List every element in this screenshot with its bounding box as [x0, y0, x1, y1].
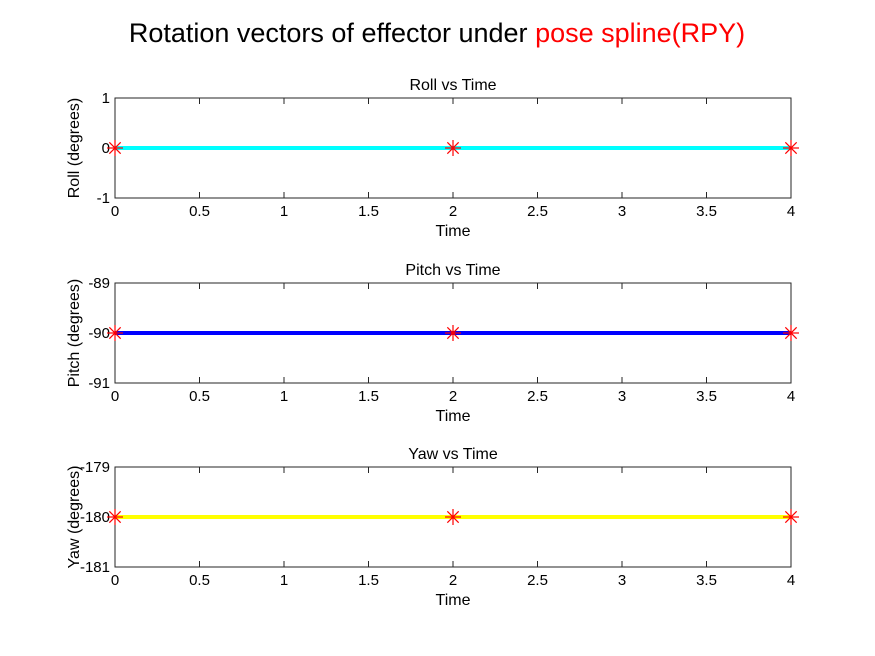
roll-xtick-label: 3.5 [696, 203, 717, 220]
roll-marker-stroke [446, 141, 460, 155]
pitch-xtick-label: 4 [787, 388, 795, 405]
yaw-marker-stroke [108, 510, 122, 524]
pitch-ylabel: Pitch (degrees) [66, 279, 83, 388]
pitch-marker [107, 325, 123, 341]
roll-xtick-label: 2.5 [527, 203, 548, 220]
yaw-marker-stroke [446, 510, 460, 524]
roll-ytick-label: 1 [102, 90, 110, 107]
pitch-marker [783, 325, 799, 341]
yaw-xtick-label: 1.5 [358, 572, 379, 589]
yaw-xtick-label: 3.5 [696, 572, 717, 589]
figure-title-highlight: pose spline(RPY) [535, 18, 745, 48]
pitch-title: Pitch vs Time [405, 262, 500, 279]
roll-ylabel: Roll (degrees) [66, 98, 83, 198]
pitch-ytick-label: -90 [88, 325, 110, 342]
pitch-xtick-label: 3.5 [696, 388, 717, 405]
pitch-xtick-label: 3 [618, 388, 626, 405]
pitch-xtick-label: 2.5 [527, 388, 548, 405]
roll-marker [107, 140, 123, 156]
roll-xtick-label: 0 [111, 203, 119, 220]
roll-xtick-label: 1.5 [358, 203, 379, 220]
roll-marker-stroke [108, 141, 122, 155]
yaw-marker [783, 509, 799, 525]
yaw-xtick-label: 2 [449, 572, 457, 589]
pitch-marker-stroke [784, 326, 798, 340]
figure-title-main: Rotation vectors of effector under [129, 18, 535, 48]
roll-marker-stroke [784, 141, 798, 155]
yaw-xtick-label: 0 [111, 572, 119, 589]
roll-marker [445, 140, 461, 156]
roll-xtick-label: 3 [618, 203, 626, 220]
figure-title: Rotation vectors of effector under pose … [129, 18, 745, 48]
pitch-ytick-label: -89 [88, 275, 110, 292]
roll-xlabel: Time [436, 223, 471, 240]
yaw-title: Yaw vs Time [408, 446, 498, 463]
yaw-xtick-label: 0.5 [189, 572, 210, 589]
pitch-ytick-label: -91 [88, 375, 110, 392]
yaw-ytick-label: -180 [80, 509, 110, 526]
pitch-marker-stroke [108, 326, 122, 340]
pitch-xtick-label: 1.5 [358, 388, 379, 405]
yaw-marker [445, 509, 461, 525]
pitch-xtick-label: 1 [280, 388, 288, 405]
roll-title: Roll vs Time [409, 77, 496, 94]
roll-xtick-label: 4 [787, 203, 795, 220]
pitch-marker-stroke [446, 326, 460, 340]
pitch-subplot: 0 0.5 1 1.5 2 2.5 3 3.5 4 -91 -90 -89 Pitch vs Time T… [66, 262, 799, 425]
roll-ytick-label: -1 [97, 190, 110, 207]
yaw-xtick-label: 3 [618, 572, 626, 589]
pitch-xtick-label: 2 [449, 388, 457, 405]
yaw-subplot: 0 0.5 1 1.5 2 2.5 3 3.5 4 -181 -180 -179 Yaw vs Time… [66, 446, 799, 609]
pitch-marker [445, 325, 461, 341]
yaw-xtick-label: 2.5 [527, 572, 548, 589]
yaw-ytick-label: -179 [80, 459, 110, 476]
pitch-xtick-label: 0 [111, 388, 119, 405]
roll-xtick-label: 2 [449, 203, 457, 220]
yaw-xtick-label: 4 [787, 572, 795, 589]
roll-ytick-label: 0 [102, 140, 110, 157]
roll-xtick-label: 1 [280, 203, 288, 220]
pitch-xlabel: Time [436, 408, 471, 425]
pitch-xtick-label: 0.5 [189, 388, 210, 405]
yaw-marker-stroke [784, 510, 798, 524]
yaw-ytick-label: -181 [80, 559, 110, 576]
yaw-marker [107, 509, 123, 525]
yaw-xlabel: Time [436, 592, 471, 609]
yaw-ylabel: Yaw (degrees) [66, 466, 83, 569]
roll-xtick-label: 0.5 [189, 203, 210, 220]
yaw-xtick-label: 1 [280, 572, 288, 589]
roll-marker [783, 140, 799, 156]
